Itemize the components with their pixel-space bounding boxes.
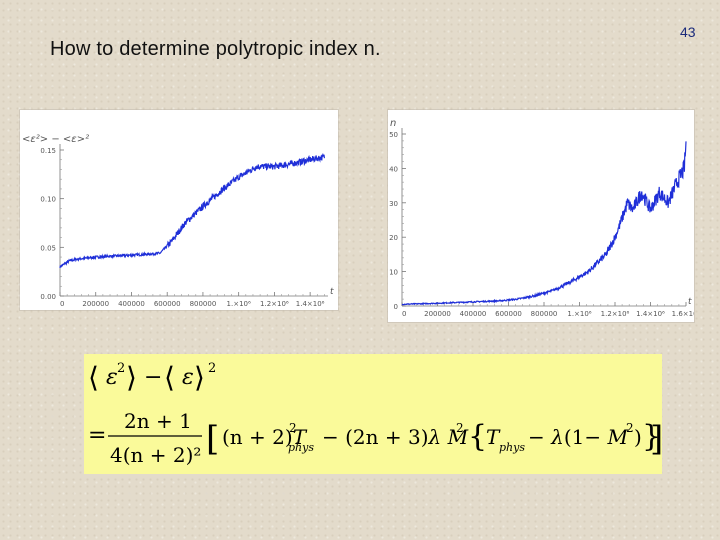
x-tick-label: 600000 <box>154 300 181 308</box>
formula-lhs-minus: − <box>144 365 162 390</box>
formula-term4: − λ(1− M <box>528 425 628 449</box>
x-tick-label: 800000 <box>190 300 217 308</box>
x-tick-label: 1.4×10⁶ <box>636 310 665 318</box>
formula-brace-close: } <box>642 419 661 454</box>
x-tick-label: 1.×10⁶ <box>227 300 251 308</box>
formula-term4-close: ) <box>634 425 642 449</box>
formula-bracket-close: ] <box>650 419 662 459</box>
y-tick-label: 0.10 <box>40 196 56 204</box>
formula-lhs-sq: 2 <box>117 361 125 376</box>
y-axis-label: <ε²> − <ε>² <box>22 134 89 145</box>
slide-number: 43 <box>680 24 696 40</box>
formula-lhs-rbracket2: ⟩ <box>194 361 205 394</box>
data-line <box>401 141 687 306</box>
formula-bracket-open: [ <box>206 419 219 459</box>
formula-lhs-lbracket2: ⟨ <box>164 361 175 394</box>
formula-lhs-sq2: 2 <box>208 361 216 376</box>
polytropic-index-plot-svg: 0 10 20 30 40 50 0 200000 400000 600000 800000 1.×1… <box>389 118 694 318</box>
x-tick-label: 1.2×10⁶ <box>601 310 630 318</box>
y-tick-label: 0 <box>394 303 398 311</box>
y-tick-label: 50 <box>389 131 398 139</box>
formula-term2: − (2n + 3)λ M <box>322 425 469 449</box>
formula-denominator: 4(n + 2)² <box>110 443 201 467</box>
x-tick-label: 1.×10⁶ <box>567 310 591 318</box>
variance-plot-svg: 0.00 0.05 0.10 0.15 0 200000 400000 600000 80000… <box>22 134 334 308</box>
x-tick-label: 600000 <box>495 310 522 318</box>
y-tick-label: 10 <box>389 269 398 277</box>
x-tick-label: 400000 <box>460 310 487 318</box>
variance-plot: 0.00 0.05 0.10 0.15 0 200000 400000 600000 80000… <box>20 110 338 310</box>
x-axis-label: t <box>688 297 692 307</box>
y-tick-label: 0.05 <box>40 244 56 252</box>
x-tick-label: 400000 <box>118 300 145 308</box>
formula-numerator: 2n + 1 <box>124 409 192 433</box>
formula-term1-sq: 2 <box>289 421 297 435</box>
formula-lhs-rbracket: ⟩ <box>126 361 137 394</box>
formula-equals: = <box>88 423 106 448</box>
formula-term2-sq: 2 <box>456 421 464 435</box>
x-tick-label: 200000 <box>82 300 109 308</box>
y-tick-label: 40 <box>389 165 398 173</box>
formula-lhs-eps2: ε <box>182 365 194 390</box>
x-tick-label: 1.2×10⁶ <box>260 300 289 308</box>
y-tick-label: 30 <box>389 200 398 208</box>
x-tick-label: 1.4×10⁶ <box>296 300 325 308</box>
x-axis-label: t <box>330 287 334 297</box>
formula-term1: (n + 2)T <box>222 425 308 449</box>
slide-title: How to determine polytropic index n. <box>50 38 381 60</box>
formula-lhs-eps: ε <box>106 365 118 390</box>
x-tick-label: 200000 <box>424 310 451 318</box>
formula-term4-sq: 2 <box>626 421 634 435</box>
x-tick-label: 800000 <box>531 310 558 318</box>
y-tick-label: 0.15 <box>40 147 56 155</box>
formula-brace-open: { <box>468 419 487 454</box>
polytropic-index-plot: 0 10 20 30 40 50 0 200000 400000 600000 800000 1.×1… <box>388 110 694 322</box>
y-tick-label: 20 <box>389 234 398 242</box>
x-tick-label: 1.6×10⁶ <box>672 310 694 318</box>
y-tick-label: 0.00 <box>40 293 56 301</box>
x-tick-label: 0 <box>60 300 64 308</box>
formula-term1-sub: phys <box>288 441 314 454</box>
formula-lhs-lbracket: ⟨ <box>88 361 99 394</box>
formula-svg: ⟨ ε 2 ⟩ − ⟨ ε ⟩ 2 = 2n + 1 4(n + 2)² [ (… <box>88 361 663 467</box>
data-line <box>59 152 325 269</box>
formula-term3: T <box>486 425 501 449</box>
formula-box: ⟨ ε 2 ⟩ − ⟨ ε ⟩ 2 = 2n + 1 4(n + 2)² [ (… <box>84 354 663 474</box>
x-tick-label: 0 <box>402 310 406 318</box>
y-axis-label: n <box>390 118 396 129</box>
formula-term3-sub: phys <box>499 441 525 454</box>
